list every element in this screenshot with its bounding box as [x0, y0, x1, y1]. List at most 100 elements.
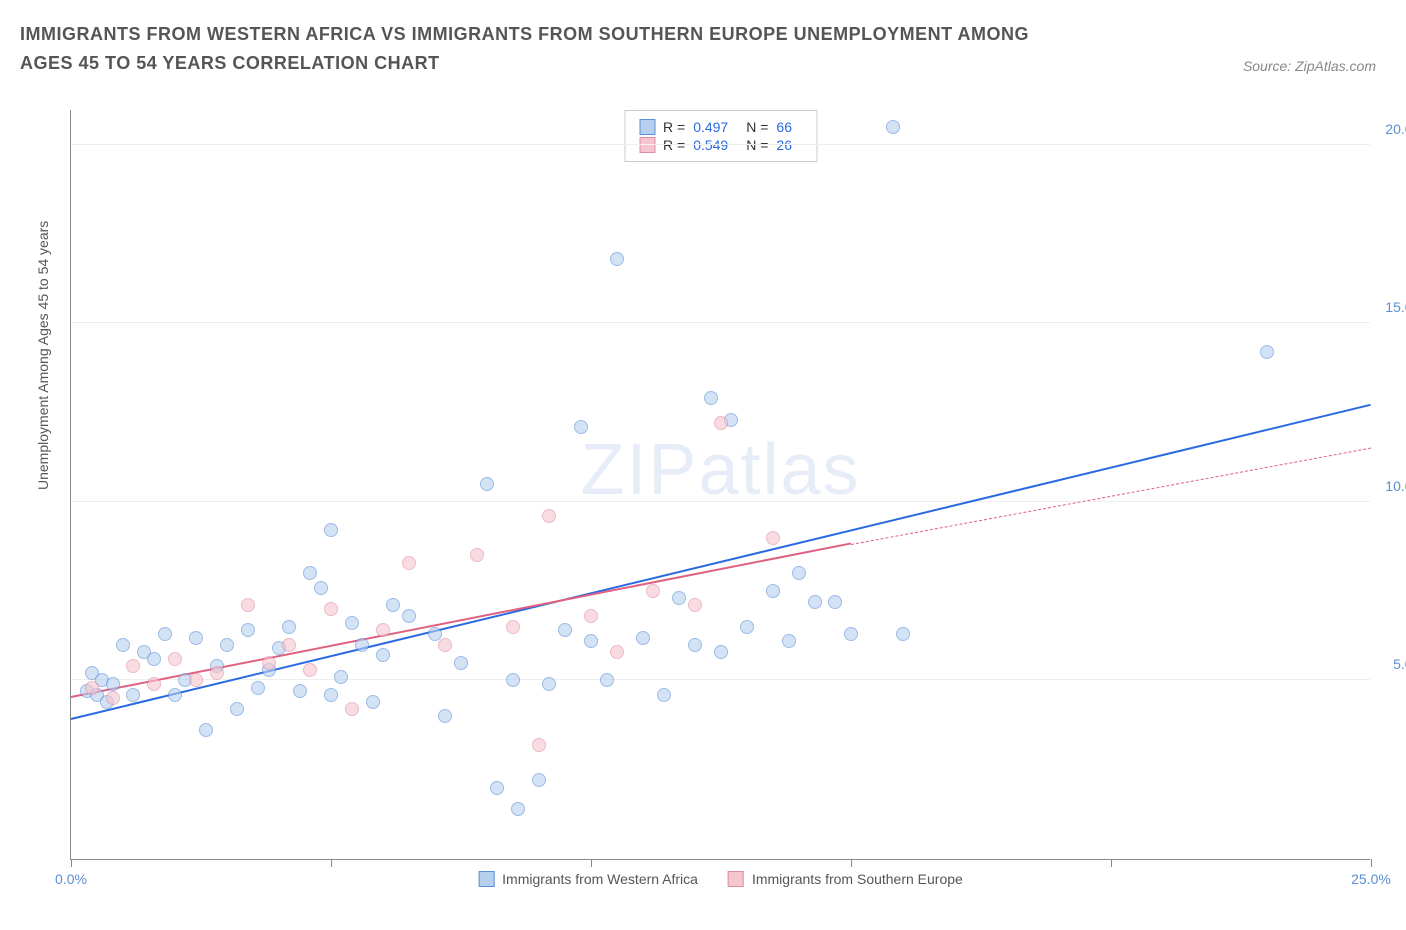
data-point: [126, 688, 140, 702]
data-point: [189, 631, 203, 645]
data-point: [511, 802, 525, 816]
data-point: [1260, 345, 1274, 359]
data-point: [262, 656, 276, 670]
data-point: [646, 584, 660, 598]
stat-n-value-a: 66: [776, 119, 792, 135]
watermark: ZIPatlas: [580, 429, 860, 511]
data-point: [714, 645, 728, 659]
data-point: [147, 652, 161, 666]
data-point: [808, 595, 822, 609]
y-tick-label: 15.0%: [1385, 299, 1406, 315]
swatch-series-a: [639, 119, 655, 135]
data-point: [324, 523, 338, 537]
data-point: [480, 477, 494, 491]
data-point: [672, 591, 686, 605]
data-point: [220, 638, 234, 652]
gridline: [71, 144, 1370, 145]
y-tick-label: 20.0%: [1385, 121, 1406, 137]
data-point: [251, 681, 265, 695]
x-tick: [851, 859, 852, 867]
y-tick-label: 10.0%: [1385, 478, 1406, 494]
data-point: [844, 627, 858, 641]
data-point: [542, 509, 556, 523]
data-point: [376, 623, 390, 637]
legend-label-a: Immigrants from Western Africa: [502, 871, 698, 887]
data-point: [147, 677, 161, 691]
chart-title: IMMIGRANTS FROM WESTERN AFRICA VS IMMIGR…: [20, 20, 1070, 78]
x-tick: [331, 859, 332, 867]
data-point: [688, 638, 702, 652]
data-point: [106, 691, 120, 705]
data-point: [470, 548, 484, 562]
swatch-series-b: [639, 137, 655, 153]
data-point: [636, 631, 650, 645]
data-point: [210, 666, 224, 680]
data-point: [704, 391, 718, 405]
data-point: [584, 634, 598, 648]
data-point: [230, 702, 244, 716]
stat-n-value-b: 26: [776, 137, 792, 153]
data-point: [584, 609, 598, 623]
data-point: [766, 584, 780, 598]
data-point: [532, 773, 546, 787]
data-point: [168, 688, 182, 702]
data-point: [189, 673, 203, 687]
stats-row-series-b: R = 0.549 N = 26: [639, 137, 802, 153]
data-point: [345, 616, 359, 630]
data-point: [168, 652, 182, 666]
data-point: [542, 677, 556, 691]
y-tick-label: 5.0%: [1393, 656, 1406, 672]
data-point: [532, 738, 546, 752]
stat-n-label: N =: [746, 137, 768, 153]
data-point: [303, 663, 317, 677]
data-point: [314, 581, 328, 595]
gridline: [71, 501, 1370, 502]
data-point: [558, 623, 572, 637]
legend-item-series-a: Immigrants from Western Africa: [478, 871, 698, 887]
data-point: [293, 684, 307, 698]
data-point: [282, 620, 296, 634]
data-point: [334, 670, 348, 684]
x-tick: [591, 859, 592, 867]
data-point: [126, 659, 140, 673]
data-point: [828, 595, 842, 609]
data-point: [740, 620, 754, 634]
stat-r-value-b: 0.549: [693, 137, 728, 153]
data-point: [402, 609, 416, 623]
chart-container: IMMIGRANTS FROM WESTERN AFRICA VS IMMIGR…: [20, 20, 1386, 910]
stats-row-series-a: R = 0.497 N = 66: [639, 119, 802, 135]
data-point: [345, 702, 359, 716]
data-point: [600, 673, 614, 687]
data-point: [376, 648, 390, 662]
data-point: [454, 656, 468, 670]
legend-swatch-a: [478, 871, 494, 887]
stat-r-label: R =: [663, 137, 685, 153]
data-point: [506, 620, 520, 634]
data-point: [106, 677, 120, 691]
stats-box: R = 0.497 N = 66 R = 0.549 N = 26: [624, 110, 817, 162]
data-point: [386, 598, 400, 612]
stat-r-value-a: 0.497: [693, 119, 728, 135]
legend-label-b: Immigrants from Southern Europe: [752, 871, 963, 887]
gridline: [71, 322, 1370, 323]
data-point: [402, 556, 416, 570]
data-point: [506, 673, 520, 687]
x-tick: [71, 859, 72, 867]
data-point: [896, 627, 910, 641]
data-point: [366, 695, 380, 709]
plot-area: ZIPatlas R = 0.497 N = 66 R = 0.549 N = …: [70, 110, 1370, 860]
legend-swatch-b: [728, 871, 744, 887]
gridline: [71, 679, 1370, 680]
data-point: [158, 627, 172, 641]
x-tick: [1111, 859, 1112, 867]
data-point: [438, 709, 452, 723]
data-point: [85, 681, 99, 695]
data-point: [355, 638, 369, 652]
data-point: [490, 781, 504, 795]
data-point: [241, 598, 255, 612]
data-point: [324, 688, 338, 702]
data-point: [688, 598, 702, 612]
trend-line-dashed: [851, 447, 1371, 544]
data-point: [303, 566, 317, 580]
x-tick-label: 25.0%: [1351, 871, 1391, 887]
